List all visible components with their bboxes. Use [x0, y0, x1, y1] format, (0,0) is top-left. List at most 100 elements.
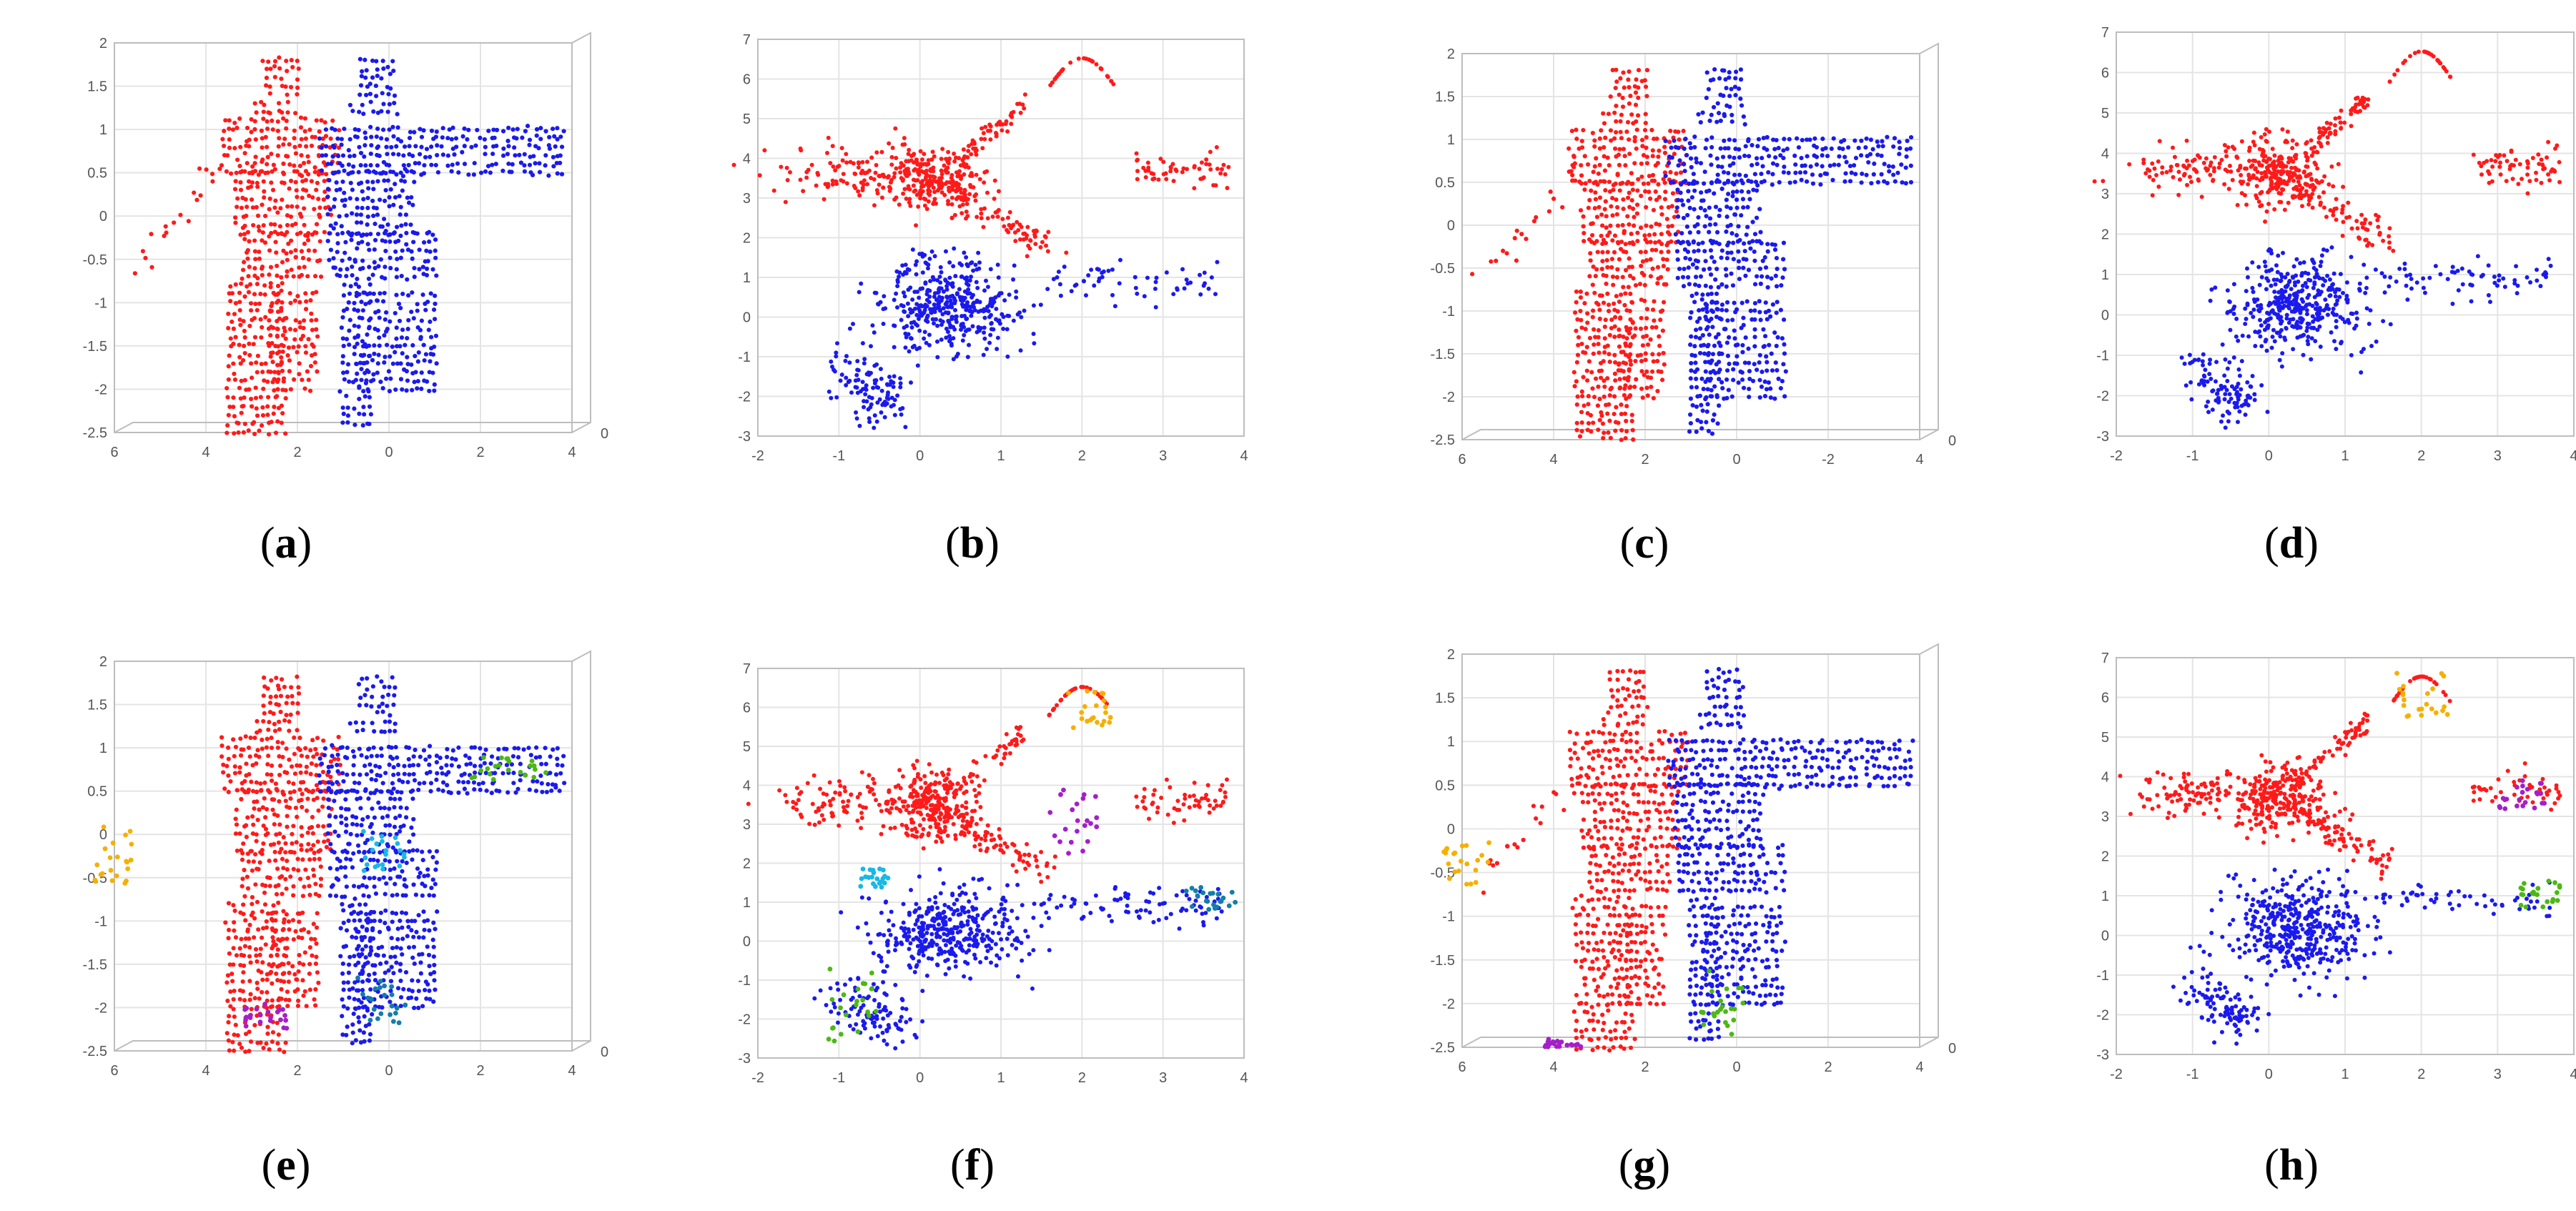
red-point	[2253, 158, 2258, 163]
red-point	[219, 163, 224, 168]
red-point	[1489, 259, 1494, 264]
blue-point	[1742, 241, 1747, 246]
blue-point	[1673, 232, 1678, 237]
blue-point	[1752, 282, 1758, 287]
blue-point	[1712, 191, 1717, 196]
blue-point	[423, 154, 428, 160]
blue-point	[325, 194, 330, 199]
red-point	[1618, 119, 1623, 124]
red-point	[1017, 237, 1022, 242]
blue-point	[930, 275, 935, 280]
blue-point	[964, 262, 969, 267]
red-point	[289, 238, 294, 243]
red-point	[1605, 411, 1610, 416]
red-point	[2262, 132, 2267, 137]
red-point	[1626, 195, 1631, 200]
red-point	[2546, 172, 2551, 177]
blue-point	[1746, 178, 1751, 183]
blue-point	[838, 378, 843, 383]
red-point	[877, 174, 882, 179]
blue-point	[1689, 352, 1694, 357]
blue-point	[351, 164, 356, 169]
red-point	[283, 431, 288, 436]
red-point	[276, 405, 281, 410]
blue-point	[409, 249, 414, 254]
blue-point	[1694, 385, 1699, 390]
blue-point	[1709, 308, 1714, 313]
red-point	[275, 153, 280, 158]
red-point	[1633, 326, 1638, 331]
blue-point	[388, 376, 393, 381]
red-point	[255, 184, 260, 189]
blue-point	[392, 230, 398, 235]
blue-point	[388, 169, 393, 174]
red-point	[2199, 194, 2204, 199]
blue-point	[363, 75, 368, 80]
blue-point	[355, 371, 360, 376]
red-point	[1174, 169, 1179, 174]
blue-point	[875, 400, 880, 405]
red-point	[1596, 342, 1601, 347]
blue-point	[2382, 290, 2387, 295]
red-point	[321, 160, 327, 165]
blue-point	[1778, 153, 1783, 158]
red-point	[260, 145, 265, 150]
blue-point	[1733, 147, 1738, 152]
blue-point	[1775, 300, 1780, 305]
blue-point	[2231, 282, 2236, 287]
red-point	[2291, 178, 2296, 183]
blue-point	[1005, 313, 1010, 318]
blue-point	[960, 338, 965, 343]
blue-point	[879, 410, 884, 415]
blue-point	[378, 257, 383, 262]
blue-point	[419, 318, 424, 323]
blue-point	[1015, 312, 1020, 317]
blue-point	[952, 246, 957, 251]
blue-point	[398, 233, 403, 239]
red-point	[247, 265, 252, 270]
red-point	[245, 204, 250, 209]
blue-point	[1776, 376, 1781, 382]
blue-point	[2259, 323, 2264, 328]
red-point	[1602, 350, 1607, 355]
red-point	[1593, 179, 1599, 184]
blue-point	[1689, 164, 1694, 169]
blue-point	[1733, 342, 1739, 348]
blue-point	[1760, 258, 1765, 264]
red-point	[230, 319, 235, 325]
red-point	[1605, 233, 1610, 238]
blue-point	[1890, 164, 1895, 169]
red-point	[2364, 237, 2369, 242]
red-point	[757, 173, 762, 178]
red-point	[322, 120, 327, 125]
blue-point	[1722, 146, 1727, 151]
blue-point	[515, 127, 520, 132]
red-point	[2185, 158, 2190, 163]
blue-point	[2336, 287, 2341, 292]
blue-point	[954, 292, 959, 297]
blue-point	[359, 367, 364, 372]
blue-point	[358, 83, 364, 88]
blue-point	[427, 388, 432, 394]
blue-point	[2237, 409, 2242, 414]
red-point	[2326, 182, 2331, 187]
red-point	[1643, 121, 1648, 126]
red-point	[1614, 129, 1619, 135]
red-point	[255, 213, 261, 218]
red-point	[1617, 344, 1622, 349]
depth-edge	[1461, 429, 1938, 440]
red-point	[931, 202, 936, 207]
red-point	[923, 171, 928, 176]
blue-point	[403, 167, 408, 172]
blue-point	[354, 293, 359, 299]
blue-point	[1700, 292, 1705, 297]
red-point	[931, 185, 936, 190]
red-point	[281, 379, 286, 384]
blue-point	[357, 109, 362, 114]
blue-point	[358, 220, 364, 225]
blue-point	[1694, 275, 1699, 280]
blue-point	[948, 298, 953, 303]
blue-point	[2183, 383, 2188, 388]
blue-point	[1774, 343, 1779, 349]
red-point	[238, 180, 243, 185]
